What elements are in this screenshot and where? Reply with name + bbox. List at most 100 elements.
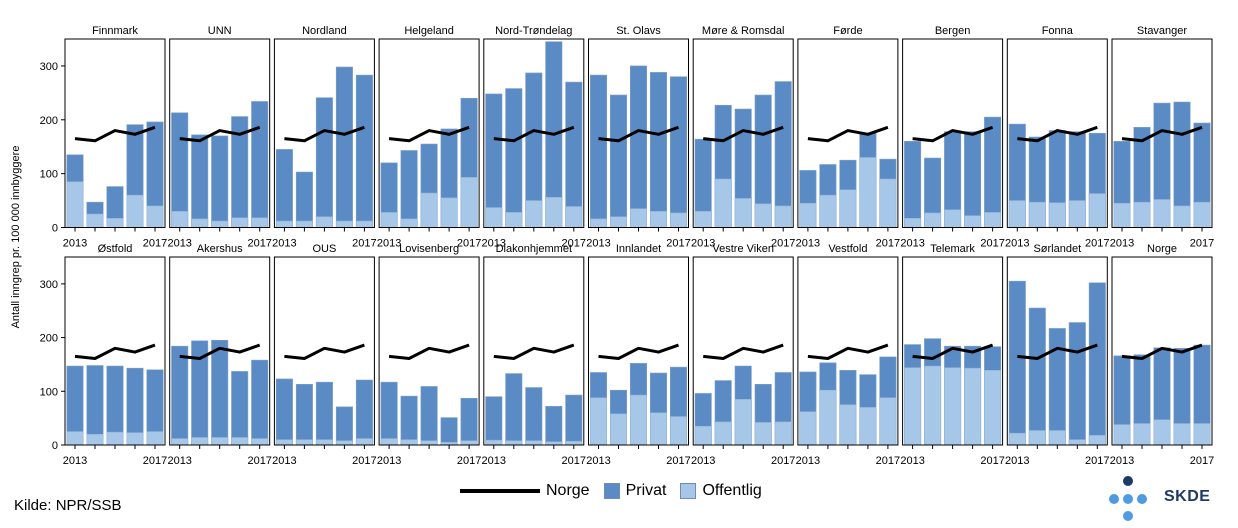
panel-title: Innlandet bbox=[616, 243, 661, 255]
x-tick-label: 2013 bbox=[63, 455, 87, 467]
bar-private bbox=[86, 365, 104, 446]
x-tick-label: 2013 bbox=[900, 238, 924, 250]
panel-title: Nordland bbox=[302, 25, 347, 37]
panel-title: Telemark bbox=[930, 243, 975, 255]
y-tick-label: 0 bbox=[52, 223, 58, 235]
bar-public bbox=[171, 211, 189, 228]
bar-public bbox=[505, 440, 523, 446]
x-tick-label: 2013 bbox=[482, 238, 506, 250]
panel-title: Finnmark bbox=[92, 25, 138, 37]
norge-line bbox=[807, 343, 889, 361]
y-tick-label: 300 bbox=[40, 61, 58, 73]
bar-public bbox=[146, 431, 164, 446]
x-tick-label: 2017 bbox=[562, 455, 586, 467]
bar-public bbox=[924, 212, 942, 228]
bar-public bbox=[819, 389, 837, 446]
bar-public bbox=[335, 220, 353, 228]
bar-public bbox=[106, 431, 124, 446]
bar-public bbox=[819, 194, 837, 228]
bar-public bbox=[859, 157, 877, 228]
bar-public bbox=[839, 189, 857, 228]
x-tick-label: 2013 bbox=[1005, 238, 1029, 250]
bar-public bbox=[275, 439, 293, 446]
norge-line bbox=[179, 125, 261, 143]
legend: Norge Privat Offentlig bbox=[460, 482, 776, 500]
bar-private bbox=[191, 134, 209, 228]
bar-public bbox=[944, 209, 962, 228]
panel-vestre-viken: Vestre Viken 2013 2017 bbox=[691, 243, 795, 467]
bar-public bbox=[191, 437, 209, 446]
bar-public bbox=[211, 220, 229, 228]
bar-private bbox=[315, 381, 333, 446]
norge-line bbox=[1121, 343, 1203, 361]
bar-private bbox=[1008, 280, 1026, 446]
x-tick-label: 2013 bbox=[377, 238, 401, 250]
bar-public bbox=[525, 440, 543, 446]
x-tick-label: 2013 bbox=[586, 238, 610, 250]
x-tick-label: 2017 bbox=[352, 238, 376, 250]
panel-stavanger: Stavanger 2013 2017 bbox=[1110, 25, 1214, 250]
x-tick-label: 2013 bbox=[796, 455, 820, 467]
x-tick-label: 2013 bbox=[691, 238, 715, 250]
bar-public bbox=[754, 203, 772, 228]
skde-logo: SKDE bbox=[1108, 474, 1228, 522]
x-tick-label: 2013 bbox=[272, 455, 296, 467]
bar-public bbox=[565, 206, 583, 228]
bar-public bbox=[984, 212, 1002, 228]
bar-public bbox=[649, 211, 667, 228]
bar-private bbox=[669, 76, 687, 228]
bar-private bbox=[440, 417, 458, 446]
source-note: Kilde: NPR/SSB bbox=[14, 497, 122, 514]
panel-title: UNN bbox=[208, 25, 232, 37]
bar-private bbox=[460, 397, 478, 446]
x-tick-label: 2017 bbox=[876, 238, 900, 250]
x-tick-label: 2013 bbox=[377, 455, 401, 467]
bar-public bbox=[694, 211, 712, 228]
norge-line bbox=[1121, 125, 1203, 143]
bar-public bbox=[525, 200, 543, 228]
panel-finnmark: Finnmark 2013 2017 0 100 200 300 bbox=[40, 25, 168, 250]
bar-public bbox=[1133, 423, 1151, 446]
panel-unn: UNN 2013 2017 bbox=[167, 25, 271, 250]
bar-public bbox=[335, 440, 353, 446]
bar-public bbox=[754, 422, 772, 446]
bar-public bbox=[734, 198, 752, 228]
x-tick-label: 2017 bbox=[352, 455, 376, 467]
norge-line bbox=[74, 125, 156, 143]
legend-item-public: Offentlig bbox=[680, 482, 762, 500]
bar-public bbox=[799, 202, 817, 228]
bar-public bbox=[734, 399, 752, 446]
norge-line-swatch bbox=[460, 489, 540, 493]
bar-private bbox=[964, 131, 982, 228]
bar-private bbox=[251, 359, 269, 446]
bar-public bbox=[485, 207, 503, 228]
bar-public bbox=[460, 440, 478, 446]
bar-public bbox=[1153, 199, 1171, 228]
panel-nordland: Nordland 2013 2017 bbox=[272, 25, 376, 250]
bar-public bbox=[460, 177, 478, 228]
panel-st-olavs: St. Olavs 2013 2017 bbox=[586, 25, 690, 250]
bar-public bbox=[251, 438, 269, 446]
bar-public bbox=[505, 212, 523, 228]
bar-public bbox=[984, 370, 1002, 446]
panel-lovisenberg: Lovisenberg 2013 2017 bbox=[377, 243, 481, 467]
bar-public bbox=[1173, 423, 1191, 446]
bar-public bbox=[440, 197, 458, 228]
bar-public bbox=[964, 215, 982, 228]
bar-public bbox=[295, 220, 313, 228]
x-tick-label: 2017 bbox=[771, 238, 795, 250]
bar-public bbox=[420, 440, 438, 446]
bar-public bbox=[295, 439, 313, 446]
bar-private bbox=[589, 74, 607, 228]
bar-public bbox=[1088, 435, 1106, 446]
norge-line bbox=[703, 125, 784, 143]
bar-private bbox=[295, 171, 313, 228]
bar-public bbox=[1173, 205, 1191, 228]
bar-private bbox=[231, 371, 249, 446]
bar-public bbox=[1068, 439, 1086, 446]
panel-akershus: Akershus 2013 2017 bbox=[167, 243, 271, 467]
bar-public bbox=[1153, 419, 1171, 446]
bar-public bbox=[904, 218, 922, 228]
bar-private bbox=[335, 66, 353, 228]
x-tick-label: 2017 bbox=[1085, 455, 1109, 467]
